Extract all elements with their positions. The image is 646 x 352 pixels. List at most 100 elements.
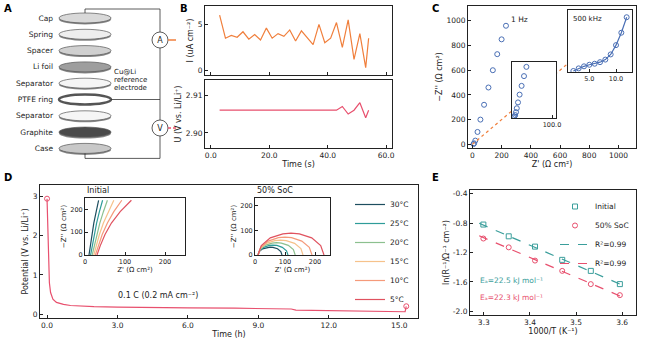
svg-text:0: 0 (253, 258, 257, 266)
svg-text:0: 0 (249, 251, 253, 259)
svg-text:600: 600 (553, 151, 568, 160)
svg-text:1: 1 (33, 271, 38, 280)
svg-text:A: A (4, 3, 12, 14)
svg-text:40.0: 40.0 (319, 151, 336, 160)
svg-text:3.5: 3.5 (570, 318, 582, 327)
svg-text:Z' (Ω cm²): Z' (Ω cm²) (275, 266, 311, 274)
svg-text:15°C: 15°C (390, 257, 409, 266)
svg-text:A: A (157, 36, 163, 45)
svg-text:-0.8: -0.8 (453, 219, 468, 228)
svg-text:0: 0 (33, 310, 38, 319)
svg-text:1000: 1000 (446, 16, 465, 25)
svg-text:1000/T (K⁻¹): 1000/T (K⁻¹) (528, 327, 577, 336)
svg-text:6.0: 6.0 (182, 321, 194, 330)
svg-text:reference: reference (114, 76, 147, 84)
svg-text:B: B (180, 3, 188, 14)
svg-text:Spacer: Spacer (27, 46, 54, 55)
svg-text:200: 200 (240, 202, 252, 210)
svg-text:Separator: Separator (16, 111, 54, 120)
svg-text:Separator: Separator (16, 79, 54, 88)
svg-text:25°C: 25°C (390, 219, 409, 228)
svg-text:600: 600 (451, 66, 466, 75)
svg-text:9.0: 9.0 (252, 321, 264, 330)
svg-text:-0.4: -0.4 (453, 189, 468, 198)
svg-text:R²=0.99: R²=0.99 (595, 259, 626, 268)
svg-text:E: E (432, 172, 439, 183)
svg-text:electrode: electrode (114, 84, 147, 92)
svg-text:Initial: Initial (595, 202, 616, 211)
svg-text:5: 5 (198, 20, 203, 29)
svg-text:3.4: 3.4 (524, 318, 536, 327)
svg-text:800: 800 (582, 151, 597, 160)
svg-text:Cap: Cap (38, 14, 53, 23)
svg-text:Case: Case (35, 144, 54, 153)
svg-text:−Z'' (Ω cm²): −Z'' (Ω cm²) (230, 205, 238, 249)
svg-text:100: 100 (240, 226, 252, 234)
svg-text:500 kHz: 500 kHz (573, 15, 602, 23)
svg-text:Li foil: Li foil (33, 62, 53, 71)
svg-text:PTFE ring: PTFE ring (18, 95, 53, 104)
svg-text:U (V vs. Li/Li⁺): U (V vs. Li/Li⁺) (174, 86, 183, 143)
svg-text:0: 0 (470, 151, 475, 160)
svg-text:3.3: 3.3 (478, 318, 490, 327)
svg-text:50% SoC: 50% SoC (257, 186, 293, 195)
svg-text:−Z'' (Ω cm²): −Z'' (Ω cm²) (435, 52, 444, 101)
svg-text:5°C: 5°C (390, 295, 404, 304)
svg-text:200: 200 (451, 115, 466, 124)
svg-text:20.0: 20.0 (261, 151, 278, 160)
svg-text:200: 200 (70, 206, 82, 214)
svg-text:Cu@Li: Cu@Li (114, 68, 136, 76)
svg-text:100.0: 100.0 (543, 121, 562, 129)
svg-text:ln(R⁻¹/Ω⁻¹ cm⁻²): ln(R⁻¹/Ω⁻¹ cm⁻²) (442, 220, 451, 285)
svg-text:0: 0 (79, 251, 83, 259)
svg-text:1 Hz: 1 Hz (511, 15, 528, 24)
svg-text:3: 3 (33, 192, 38, 201)
svg-text:I (uA cm⁻²): I (uA cm⁻²) (186, 19, 195, 63)
svg-text:0: 0 (461, 140, 466, 149)
svg-text:200: 200 (309, 258, 321, 266)
svg-text:0.0: 0.0 (205, 151, 217, 160)
svg-text:0.0: 0.0 (41, 321, 53, 330)
svg-text:D: D (4, 172, 12, 183)
svg-text:-2.0: -2.0 (453, 307, 468, 316)
svg-text:10°C: 10°C (390, 276, 409, 285)
svg-text:800: 800 (451, 41, 466, 50)
svg-text:20°C: 20°C (390, 238, 409, 247)
svg-text:10.0: 10.0 (609, 75, 623, 83)
svg-text:100: 100 (279, 258, 291, 266)
svg-text:12.0: 12.0 (320, 321, 337, 330)
svg-text:V: V (157, 124, 163, 133)
svg-text:Time (s): Time (s) (281, 160, 315, 169)
svg-text:Z' (Ω cm²): Z' (Ω cm²) (532, 160, 573, 169)
svg-text:200: 200 (159, 258, 171, 266)
svg-text:Eₐ=22.5 kJ mol⁻¹: Eₐ=22.5 kJ mol⁻¹ (480, 276, 543, 285)
svg-text:3.6: 3.6 (616, 318, 628, 327)
svg-text:-1.2: -1.2 (453, 248, 468, 257)
svg-text:400: 400 (451, 91, 466, 100)
svg-text:3.0: 3.0 (112, 321, 124, 330)
svg-text:200: 200 (494, 151, 509, 160)
svg-text:-1.6: -1.6 (453, 278, 468, 287)
svg-text:R²=0.99: R²=0.99 (595, 240, 626, 249)
svg-text:2.91: 2.91 (186, 91, 203, 100)
svg-text:50% SoC: 50% SoC (595, 221, 629, 230)
svg-text:0: 0 (198, 66, 203, 75)
svg-text:Initial: Initial (87, 186, 109, 195)
svg-text:Spring: Spring (29, 30, 53, 39)
svg-text:Z' (Ω cm²): Z' (Ω cm²) (117, 266, 153, 274)
svg-text:5.0: 5.0 (584, 75, 594, 83)
svg-text:100: 100 (70, 228, 82, 236)
svg-text:2.90: 2.90 (186, 129, 203, 138)
svg-text:100: 100 (119, 258, 131, 266)
svg-text:60.0: 60.0 (378, 151, 395, 160)
svg-text:1000: 1000 (609, 151, 628, 160)
svg-text:Time (h): Time (h) (211, 330, 245, 339)
svg-text:Potential (V vs. Li/Li⁺): Potential (V vs. Li/Li⁺) (21, 208, 30, 294)
svg-text:0.1 C (0.2 mA cm⁻²): 0.1 C (0.2 mA cm⁻²) (118, 291, 198, 300)
svg-text:−Z'' (Ω cm²): −Z'' (Ω cm²) (60, 205, 68, 249)
svg-text:C: C (432, 3, 439, 14)
svg-text:Graphite: Graphite (20, 128, 53, 137)
svg-text:0: 0 (83, 258, 87, 266)
svg-text:15.0: 15.0 (391, 321, 408, 330)
svg-text:Eₐ=22.3 kJ mol⁻¹: Eₐ=22.3 kJ mol⁻¹ (480, 293, 543, 302)
